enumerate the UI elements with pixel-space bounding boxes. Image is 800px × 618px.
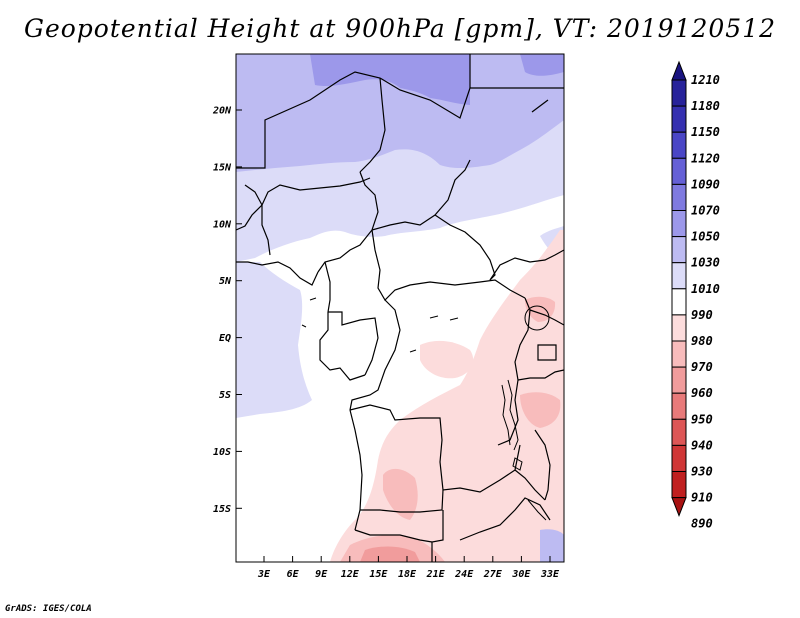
colorbar-bottom-arrow [671,497,687,517]
lon-tick-label: 3E [257,569,271,580]
colorbar: 1210 1180 1150 1120 1090 1070 1050 1030 1010 990 9… [671,60,720,531]
colorbar-label: 970 [691,360,713,374]
latitude-axis: 20N 15N 10N 5N EQ 5S 10S 15S [212,106,242,515]
map-frame [235,53,565,563]
lon-tick-label: 9E [315,569,328,580]
lat-tick-label: 20N [212,106,232,117]
colorbar-segment [671,79,687,107]
colorbar-label: 1210 [691,73,720,87]
colorbar-segment [671,418,687,446]
colorbar-segment [671,340,687,368]
lat-tick-label: 15S [213,504,231,515]
country-borders [236,54,564,562]
colorbar-segment [671,183,687,211]
colorbar-label: 930 [691,465,713,479]
colorbar-label: 1010 [691,282,720,296]
colorbar-label: 1180 [691,99,720,113]
colorbar-segment [671,392,687,420]
lat-tick-label: 15N [213,162,232,173]
colorbar-label: 1120 [691,151,720,165]
colorbar-segment [671,444,687,472]
colorbar-label: 980 [691,334,713,348]
colorbar-label: 890 [691,517,713,531]
colorbar-segment [671,314,687,342]
lon-tick-label: 18E [398,569,417,580]
colorbar-label: 1150 [691,125,720,139]
colorbar-segment [671,288,687,316]
lat-tick-label: 5S [219,390,231,401]
colorbar-segment [671,262,687,290]
lat-tick-label: EQ [219,333,231,344]
colorbar-segment [671,366,687,394]
colorbar-segment [671,471,687,499]
colorbar-segment [671,210,687,238]
lon-tick-label: 15E [369,569,388,580]
colorbar-segment [671,131,687,159]
colorbar-label: 950 [691,412,713,426]
lat-tick-label: 5N [219,276,232,287]
grads-credit: GrADS: IGES/COLA [5,604,92,614]
colorbar-label: 1070 [691,204,720,218]
colorbar-label: 940 [691,438,713,452]
colorbar-segment [671,157,687,185]
map-title: Geopotential Height at 900hPa [gpm], VT:… [23,14,777,43]
colorbar-top-arrow [671,60,687,81]
lon-tick-label: 27E [483,569,503,580]
lon-tick-label: 6E [287,569,300,580]
lat-tick-label: 10N [213,219,232,230]
colorbar-label: 910 [691,491,713,505]
colorbar-label: 990 [691,308,713,322]
colorbar-label: 1050 [691,230,720,244]
colorbar-segment [671,105,687,133]
colorbar-segment [671,236,687,264]
lon-tick-label: 33E [540,569,560,580]
colorbar-label: 960 [691,386,713,400]
lon-tick-label: 30E [511,569,531,580]
lon-tick-label: 12E [341,569,360,580]
colorbar-label: 1030 [691,256,720,270]
lon-tick-label: 21E [426,569,446,580]
colorbar-label: 1090 [691,177,720,191]
lon-tick-label: 24E [454,569,474,580]
lat-tick-label: 10S [213,447,231,458]
lake-outlines [301,297,550,521]
longitude-axis: 3E 6E 9E 12E 15E 18E 21E 24E 27E 30E 33E [257,556,560,580]
shaded-field [236,54,564,562]
